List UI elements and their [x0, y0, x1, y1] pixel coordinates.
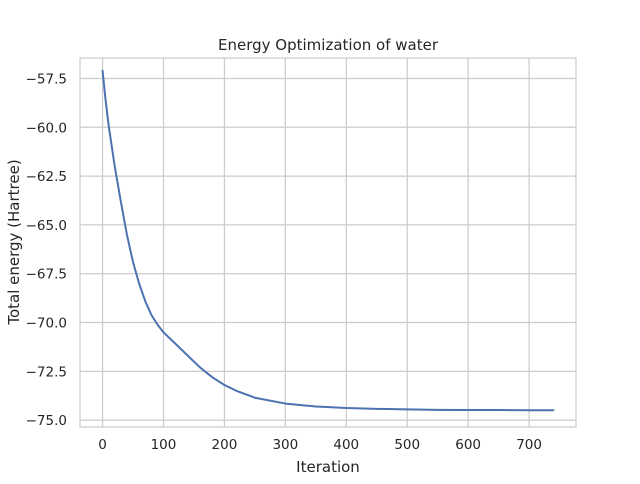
y-tick-label: −62.5: [26, 169, 67, 185]
plot-frame: [79, 57, 577, 428]
y-tick-label: −70.0: [26, 316, 67, 332]
x-tick-label: 100: [151, 437, 177, 453]
x-tick-label: 200: [212, 437, 238, 453]
chart-title: Energy Optimization of water: [218, 36, 439, 54]
x-tick-label: 300: [272, 437, 298, 453]
y-tick-label: −67.5: [26, 267, 67, 283]
x-tick-label: 0: [98, 437, 107, 453]
series-layer: [101, 69, 555, 412]
y-tick-label: −65.0: [26, 218, 67, 234]
y-tick-label: −57.5: [26, 72, 67, 88]
x-tick-label: 400: [333, 437, 359, 453]
grid-layer: [80, 58, 576, 427]
y-axis-label: Total energy (Hartree): [5, 159, 23, 325]
y-tick-label: −60.0: [26, 120, 67, 136]
x-tick-label: 600: [455, 437, 481, 453]
series-line-0: [101, 69, 555, 412]
y-tick-label: −75.0: [26, 413, 67, 429]
x-tick-label: 500: [394, 437, 420, 453]
x-axis-label: Iteration: [296, 458, 360, 476]
y-tick-label: −72.5: [26, 364, 67, 380]
x-tick-label: 700: [516, 437, 542, 453]
tick-layer: 0 100 200 300 400 500 600 700 −57.5 −60.0 −62.5 −65…: [26, 72, 542, 454]
